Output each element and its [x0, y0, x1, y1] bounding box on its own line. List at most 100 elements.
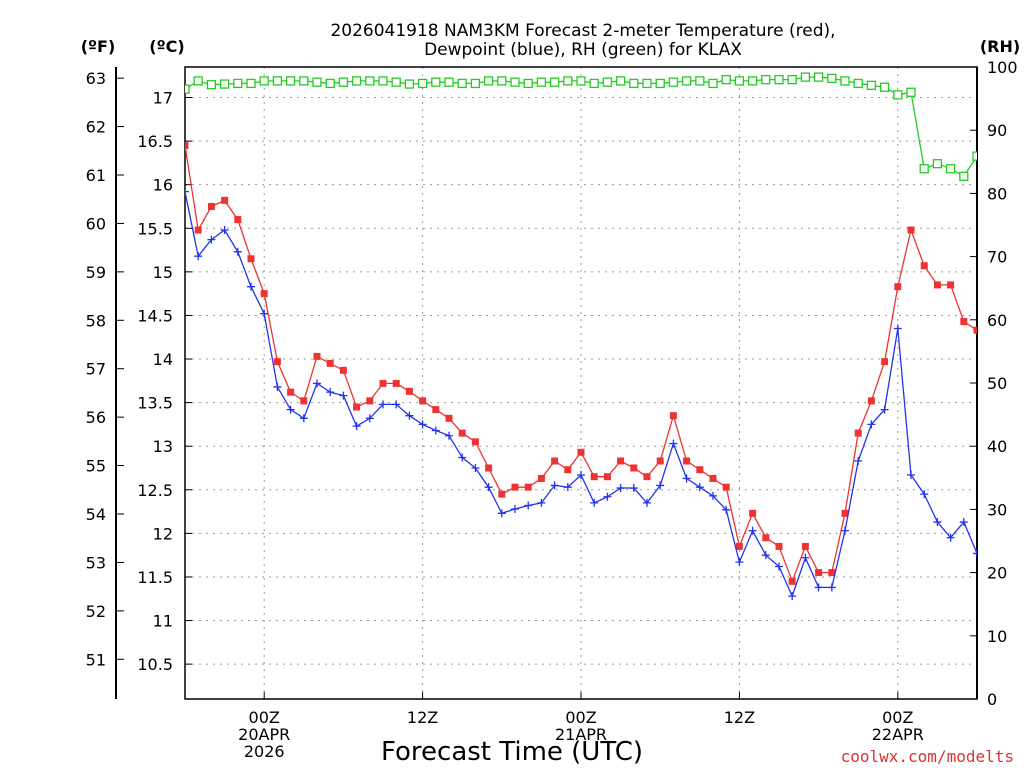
celsius-tick-label: 13	[153, 437, 173, 456]
data-point	[498, 490, 506, 498]
data-point	[801, 553, 810, 562]
data-point	[920, 262, 928, 270]
data-point	[801, 542, 809, 550]
data-point	[906, 87, 916, 97]
data-point	[787, 74, 797, 85]
data-point	[417, 78, 428, 89]
data-point	[894, 283, 902, 291]
data-point	[207, 235, 216, 244]
data-point	[485, 464, 493, 472]
data-point	[879, 82, 890, 92]
data-point	[589, 78, 599, 89]
fahrenheit-tick-label: 59	[86, 263, 106, 282]
data-point	[563, 76, 573, 86]
data-point	[431, 77, 441, 87]
data-point	[379, 400, 387, 409]
data-point	[920, 490, 929, 499]
data-point	[563, 483, 572, 492]
fahrenheit-tick-label: 60	[86, 214, 106, 233]
fahrenheit-tick-label: 55	[86, 457, 106, 476]
data-point	[247, 255, 255, 263]
data-point	[867, 397, 875, 405]
data-point	[431, 426, 440, 435]
data-point	[696, 466, 704, 474]
data-point	[681, 76, 692, 86]
rh-tick-label: 10	[987, 627, 1007, 646]
data-point	[774, 74, 784, 85]
data-point	[404, 79, 415, 89]
x-tick-label: 21APR	[555, 725, 607, 744]
x-tick-label: 12Z	[407, 708, 438, 727]
data-point	[973, 549, 977, 558]
data-point	[945, 164, 956, 174]
data-point	[788, 592, 797, 601]
data-point	[185, 187, 189, 196]
data-point	[444, 77, 454, 87]
data-point	[735, 542, 743, 550]
data-point	[867, 420, 876, 429]
data-point	[365, 414, 374, 423]
data-point	[669, 412, 677, 420]
data-point	[247, 282, 255, 291]
data-point	[524, 501, 533, 510]
data-point	[185, 84, 190, 94]
data-point	[339, 366, 347, 374]
data-point	[537, 474, 545, 482]
rh-tick-label: 60	[987, 311, 1007, 330]
rh-tick-label: 20	[987, 564, 1007, 583]
data-point	[682, 474, 691, 483]
data-point	[260, 290, 268, 298]
data-point	[511, 504, 519, 513]
data-point	[643, 498, 651, 507]
data-point	[893, 90, 903, 100]
data-point	[841, 509, 849, 517]
fahrenheit-tick-label: 53	[86, 553, 106, 572]
data-point	[564, 466, 572, 474]
data-point	[841, 526, 849, 535]
grid-lines	[185, 67, 977, 699]
data-point	[273, 382, 282, 391]
data-point	[497, 76, 507, 86]
data-point	[642, 78, 652, 89]
data-point	[629, 78, 639, 89]
data-point	[722, 483, 730, 491]
rh-tick-label: 90	[987, 121, 1007, 140]
data-point	[735, 558, 744, 567]
data-point	[590, 498, 599, 507]
data-point	[708, 78, 718, 89]
fahrenheit-tick-label: 58	[86, 311, 106, 330]
data-point	[590, 473, 598, 481]
x-tick-label: 00Z	[249, 708, 280, 727]
data-point	[497, 509, 506, 518]
data-point	[352, 422, 361, 431]
data-point	[234, 216, 242, 224]
data-point	[973, 326, 977, 334]
data-point	[286, 405, 295, 414]
data-point	[761, 551, 770, 560]
data-point	[391, 77, 401, 87]
data-point	[959, 171, 969, 181]
data-point	[947, 281, 955, 289]
data-point	[576, 76, 586, 86]
data-point	[683, 457, 691, 465]
celsius-axis-unit: (ºC)	[149, 37, 184, 56]
data-point	[721, 74, 731, 85]
data-point	[185, 141, 189, 149]
data-point	[392, 379, 400, 387]
rh-axis-unit: (RH)	[980, 37, 1020, 56]
data-point	[603, 492, 612, 501]
celsius-tick-label: 13.5	[137, 394, 173, 413]
data-point	[853, 78, 863, 89]
celsius-tick-label: 15	[153, 263, 173, 282]
data-point	[854, 429, 862, 437]
x-axis-label: Forecast Time (UTC)	[381, 737, 643, 767]
data-point	[616, 484, 625, 493]
celsius-tick-label: 14.5	[137, 306, 173, 325]
data-point	[932, 159, 943, 169]
data-point	[299, 76, 309, 86]
data-point	[220, 226, 229, 235]
data-point	[986, 160, 994, 168]
data-point	[194, 226, 202, 234]
x-tick-label: 00Z	[882, 708, 913, 727]
data-point	[484, 483, 493, 492]
